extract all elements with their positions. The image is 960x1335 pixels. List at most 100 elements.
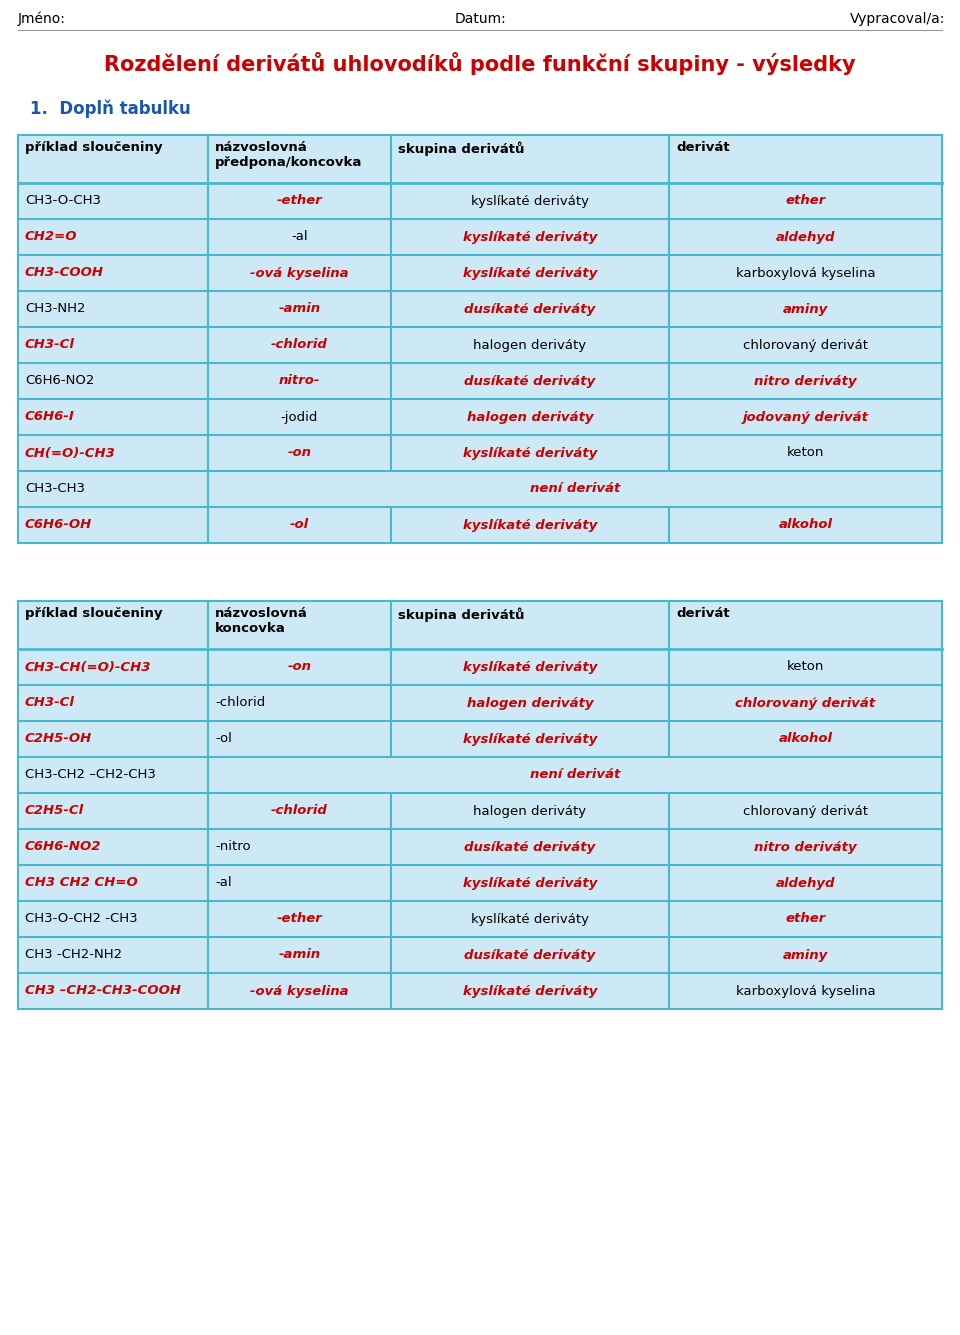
Bar: [18, 937, 942, 973]
Text: jodovaný derivát: jodovaný derivát: [742, 410, 869, 423]
Bar: [18, 793, 942, 829]
Text: halogen deriváty: halogen deriváty: [467, 410, 593, 423]
Text: -chlorid: -chlorid: [215, 697, 265, 709]
Text: kyslíkaté deriváty: kyslíkaté deriváty: [463, 267, 597, 279]
Text: Jméno:: Jméno:: [18, 12, 66, 27]
Text: -on: -on: [287, 661, 311, 673]
Bar: [18, 973, 942, 1009]
Text: není derivát: není derivát: [530, 769, 620, 781]
Text: Datum:: Datum:: [454, 12, 506, 25]
Text: skupina derivátů: skupina derivátů: [398, 607, 524, 622]
Text: CH3-CH(=O)-CH3: CH3-CH(=O)-CH3: [25, 661, 152, 673]
Text: -amin: -amin: [278, 303, 321, 315]
Text: keton: keton: [787, 661, 825, 673]
Text: karboxylová kyselina: karboxylová kyselina: [735, 267, 876, 279]
Bar: [18, 435, 942, 471]
Text: -al: -al: [291, 231, 308, 243]
Bar: [18, 507, 942, 543]
Text: derivát: derivát: [676, 142, 730, 154]
Text: kyslíkaté deriváty: kyslíkaté deriváty: [463, 877, 597, 889]
Text: kyslíkaté deriváty: kyslíkaté deriváty: [463, 661, 597, 673]
Text: CH3-Cl: CH3-Cl: [25, 697, 75, 709]
Text: dusíkaté deriváty: dusíkaté deriváty: [465, 841, 595, 853]
Text: CH3-Cl: CH3-Cl: [25, 339, 75, 351]
Text: kyslíkaté deriváty: kyslíkaté deriváty: [463, 733, 597, 745]
Bar: [18, 219, 942, 255]
Bar: [18, 685, 942, 721]
Text: CH3-COOH: CH3-COOH: [25, 267, 104, 279]
Text: -amin: -amin: [278, 948, 321, 961]
Text: kyslíkaté deriváty: kyslíkaté deriváty: [471, 195, 589, 207]
Text: C6H6-NO2: C6H6-NO2: [25, 375, 94, 387]
Bar: [18, 363, 942, 399]
Text: -ol: -ol: [215, 733, 232, 745]
Text: C6H6-NO2: C6H6-NO2: [25, 841, 102, 853]
Text: -jodid: -jodid: [281, 410, 318, 423]
Text: CH3-CH3: CH3-CH3: [25, 482, 85, 495]
Text: CH3 -CH2-NH2: CH3 -CH2-NH2: [25, 948, 122, 961]
Text: CH(=O)-CH3: CH(=O)-CH3: [25, 446, 116, 459]
Text: názvoslovná
koncovka: názvoslovná koncovka: [215, 607, 308, 635]
Bar: [18, 757, 942, 793]
Text: nitro-: nitro-: [278, 375, 321, 387]
Text: názvoslovná
předpona/koncovka: názvoslovná předpona/koncovka: [215, 142, 362, 170]
Bar: [18, 327, 942, 363]
Text: -ether: -ether: [276, 913, 323, 925]
Text: -al: -al: [215, 877, 231, 889]
Bar: [18, 255, 942, 291]
Text: aldehyd: aldehyd: [776, 231, 835, 243]
Text: alkohol: alkohol: [779, 518, 832, 531]
Text: -chlorid: -chlorid: [271, 339, 328, 351]
Text: aldehyd: aldehyd: [776, 877, 835, 889]
Text: C2H5-OH: C2H5-OH: [25, 733, 92, 745]
Text: kyslíkaté deriváty: kyslíkaté deriváty: [463, 231, 597, 243]
Text: nitro deriváty: nitro deriváty: [755, 375, 857, 387]
Text: C6H6-I: C6H6-I: [25, 410, 75, 423]
Text: ether: ether: [785, 913, 826, 925]
Text: 1.  Doplň tabulku: 1. Doplň tabulku: [30, 100, 191, 119]
Text: -ol: -ol: [290, 518, 309, 531]
Bar: [18, 471, 942, 507]
Text: příklad sloučeniny: příklad sloučeniny: [25, 607, 162, 619]
Bar: [18, 865, 942, 901]
Text: chlorovaný derivát: chlorovaný derivát: [743, 805, 868, 817]
Text: C6H6-OH: C6H6-OH: [25, 518, 92, 531]
Text: dusíkaté deriváty: dusíkaté deriváty: [465, 948, 595, 961]
Bar: [18, 183, 942, 219]
Text: kyslíkaté deriváty: kyslíkaté deriváty: [463, 984, 597, 997]
Text: CH3 CH2 CH=O: CH3 CH2 CH=O: [25, 877, 137, 889]
Bar: [18, 901, 942, 937]
Text: Rozdělení derivátů uhlovodíků podle funkční skupiny - výsledky: Rozdělení derivátů uhlovodíků podle funk…: [105, 52, 855, 75]
Text: halogen deriváty: halogen deriváty: [467, 697, 593, 709]
Bar: [18, 135, 942, 183]
Text: kyslíkaté deriváty: kyslíkaté deriváty: [463, 446, 597, 459]
Text: aminy: aminy: [782, 303, 828, 315]
Text: aminy: aminy: [782, 948, 828, 961]
Text: příklad sloučeniny: příklad sloučeniny: [25, 142, 162, 154]
Text: -ová kyselina: -ová kyselina: [251, 267, 348, 279]
Text: kyslíkaté deriváty: kyslíkaté deriváty: [463, 518, 597, 531]
Text: CH2=O: CH2=O: [25, 231, 78, 243]
Text: ether: ether: [785, 195, 826, 207]
Text: dusíkaté deriváty: dusíkaté deriváty: [465, 303, 595, 315]
Text: halogen deriváty: halogen deriváty: [473, 339, 587, 351]
Bar: [18, 829, 942, 865]
Text: není derivát: není derivát: [530, 482, 620, 495]
Text: -ether: -ether: [276, 195, 323, 207]
Text: kyslíkaté deriváty: kyslíkaté deriváty: [471, 913, 589, 925]
Text: karboxylová kyselina: karboxylová kyselina: [735, 984, 876, 997]
Text: chlorovaný derivát: chlorovaný derivát: [735, 697, 876, 709]
Text: skupina derivátů: skupina derivátů: [398, 142, 524, 156]
Text: CH3-O-CH2 -CH3: CH3-O-CH2 -CH3: [25, 913, 137, 925]
Text: CH3-CH2 –CH2-CH3: CH3-CH2 –CH2-CH3: [25, 769, 156, 781]
Text: alkohol: alkohol: [779, 733, 832, 745]
Text: -chlorid: -chlorid: [271, 805, 328, 817]
Text: C2H5-Cl: C2H5-Cl: [25, 805, 84, 817]
Text: -nitro: -nitro: [215, 841, 251, 853]
Text: Vypracoval/a:: Vypracoval/a:: [850, 12, 945, 25]
Bar: [18, 601, 942, 649]
Text: CH3-NH2: CH3-NH2: [25, 303, 85, 315]
Text: CH3 –CH2-CH3-COOH: CH3 –CH2-CH3-COOH: [25, 984, 181, 997]
Text: halogen deriváty: halogen deriváty: [473, 805, 587, 817]
Text: dusíkaté deriváty: dusíkaté deriváty: [465, 375, 595, 387]
